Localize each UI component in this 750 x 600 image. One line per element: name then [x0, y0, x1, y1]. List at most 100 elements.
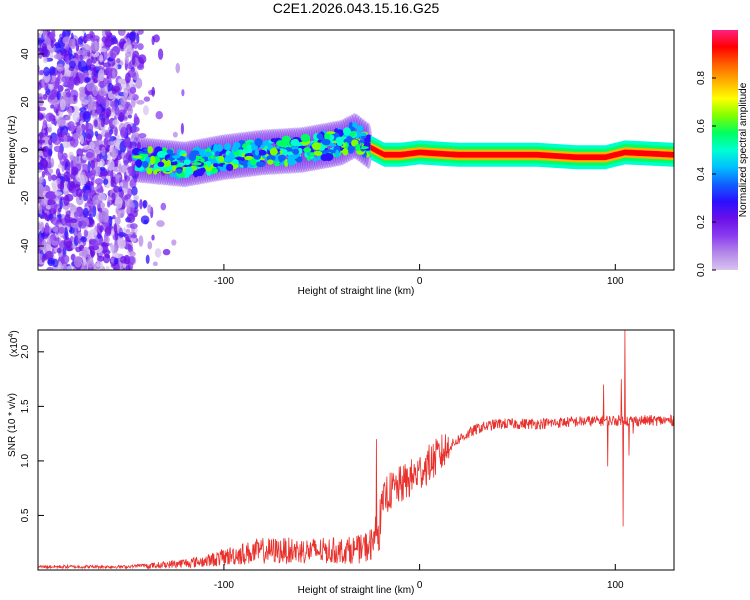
noise-dot — [100, 116, 105, 128]
noise-dot — [106, 99, 112, 106]
noise-dot — [123, 42, 132, 54]
noise-dot — [136, 33, 140, 44]
noise-dot — [38, 149, 43, 157]
y-tick-label: -40 — [20, 238, 31, 253]
trace-blob — [236, 156, 243, 161]
noise-dot — [48, 138, 53, 146]
noise-dot — [105, 67, 113, 72]
noise-dot — [116, 58, 121, 64]
trace-blob — [139, 153, 149, 157]
noise-dot — [94, 178, 104, 185]
noise-dot — [77, 60, 87, 72]
noise-dot — [80, 236, 87, 243]
trace-blob — [196, 155, 203, 160]
noise-dot — [79, 107, 87, 113]
noise-dot — [56, 213, 62, 219]
noise-dot — [96, 106, 102, 114]
noise-dot — [52, 226, 59, 233]
trace-peak — [419, 150, 534, 157]
noise-dot — [79, 251, 83, 257]
noise-dot — [77, 37, 83, 45]
noise-dot — [73, 75, 81, 86]
noise-dot — [75, 188, 83, 198]
trace-blob — [190, 150, 200, 156]
noise-dot — [117, 150, 122, 156]
noise-dot — [76, 125, 83, 137]
noise-dot — [51, 240, 59, 246]
noise-dot — [62, 141, 70, 149]
noise-dot — [58, 226, 66, 234]
noise-dot — [101, 30, 106, 38]
spectrogram-y-ticks: 40 20 0 -20 -40 — [20, 48, 44, 253]
noise-dot — [115, 253, 123, 259]
noise-dot — [129, 199, 134, 208]
noise-dot — [79, 115, 84, 120]
noise-dot — [50, 104, 55, 109]
trace-blob — [149, 155, 156, 165]
noise-dot — [97, 207, 103, 212]
noise-dot — [94, 130, 99, 137]
noise-dot — [110, 244, 115, 253]
noise-dot — [38, 85, 42, 91]
noise-dot — [130, 134, 139, 142]
noise-dot — [108, 216, 113, 227]
noise-dot — [50, 39, 55, 49]
trace-blob — [135, 159, 143, 168]
noise-dot — [57, 116, 66, 127]
trace-blob — [359, 146, 369, 150]
trace-blob — [287, 157, 296, 166]
noise-dot — [68, 218, 78, 224]
spectrogram-y-label: Frequency (Hz) — [7, 116, 18, 185]
noise-dot — [61, 164, 65, 173]
noise-dot — [119, 256, 127, 264]
trace-blob — [156, 150, 167, 158]
trace-blob — [335, 136, 344, 144]
noise-dot — [97, 255, 105, 262]
x-tick-label: 100 — [607, 580, 624, 591]
trace-blob — [169, 172, 176, 178]
noise-dot — [90, 168, 97, 176]
noise-dot — [120, 182, 124, 187]
noise-dot — [101, 124, 106, 136]
noise-dot — [73, 211, 79, 218]
noise-dot — [133, 42, 138, 50]
noise-dot — [63, 134, 68, 142]
trace-blob — [342, 148, 349, 156]
colorbar-tick-label: 0.4 — [696, 167, 707, 181]
noise-dot — [128, 154, 133, 163]
noise-dot — [154, 248, 162, 258]
noise-dot — [129, 223, 138, 229]
trace-blob — [246, 144, 252, 149]
noise-dot — [72, 111, 82, 123]
noise-dot — [117, 238, 126, 250]
noise-dot — [125, 228, 131, 234]
noise-dot — [114, 216, 121, 225]
noise-dot — [97, 69, 105, 82]
trace-blob — [303, 147, 312, 153]
trace-blob — [191, 162, 202, 166]
noise-dot — [49, 66, 56, 75]
noise-dot — [85, 180, 94, 187]
noise-dot — [111, 69, 116, 78]
trace-blob — [269, 147, 278, 156]
trace-blob — [183, 159, 191, 166]
noise-dot — [41, 170, 45, 178]
noise-dot — [47, 126, 52, 133]
trace-blob — [335, 149, 340, 158]
noise-dot — [89, 141, 95, 150]
noise-dot — [135, 77, 143, 89]
noise-dot — [180, 122, 184, 135]
noise-dot — [98, 87, 106, 97]
noise-dot — [98, 192, 107, 202]
noise-dot — [56, 90, 61, 101]
noise-dot — [42, 94, 48, 100]
noise-dot — [47, 173, 53, 182]
trace-blob — [142, 161, 149, 169]
noise-dot — [138, 235, 144, 247]
noise-dot — [90, 183, 95, 194]
noise-dot — [175, 62, 181, 74]
y-tick-label: 40 — [20, 48, 31, 60]
noise-dot — [39, 176, 44, 183]
noise-dot — [114, 105, 120, 116]
